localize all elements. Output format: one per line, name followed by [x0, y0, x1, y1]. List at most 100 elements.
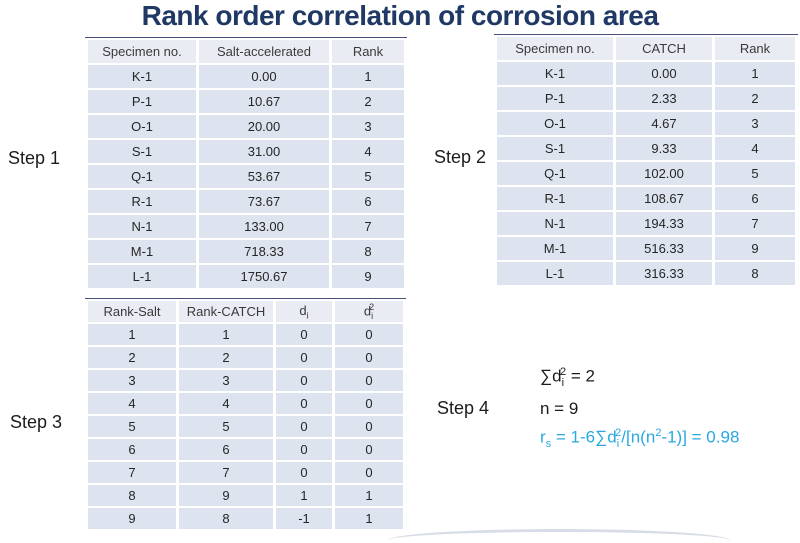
table-header-row: Rank-Salt Rank-CATCH di di2	[88, 301, 403, 322]
decorative-swoosh	[388, 529, 730, 543]
table-cell: P-1	[88, 90, 196, 113]
table-cell: 0.00	[199, 65, 329, 88]
table-cell: 102.00	[616, 162, 712, 185]
table-row: Q-1 102.00 5	[497, 162, 795, 185]
table-cell: R-1	[497, 187, 613, 210]
table-cell: 0	[276, 416, 332, 437]
table-row: K-1 0.00 1	[497, 62, 795, 85]
table-row: O-1 4.67 3	[497, 112, 795, 135]
table-cell: 8	[715, 262, 795, 285]
table-cell: 9	[88, 508, 176, 529]
table-cell: O-1	[88, 115, 196, 138]
table-cell: 4	[715, 137, 795, 160]
n-value-line: n = 9	[540, 399, 579, 419]
table-cell: 6	[88, 439, 176, 460]
column-header-rank-salt: Rank-Salt	[88, 301, 176, 322]
table-cell: 8	[88, 485, 176, 506]
table-row: O-1 20.00 3	[88, 115, 404, 138]
table-cell: 0	[276, 393, 332, 414]
table-cell: M-1	[497, 237, 613, 260]
column-header-specimen: Specimen no.	[497, 37, 613, 60]
table-cell: 718.33	[199, 240, 329, 263]
table-cell: 4.67	[616, 112, 712, 135]
table-cell: 0	[335, 462, 403, 483]
table-cell: N-1	[88, 215, 196, 238]
table-cell: Q-1	[88, 165, 196, 188]
step2-label: Step 2	[434, 147, 487, 167]
table-cell: 10.67	[199, 90, 329, 113]
table-cell: 1	[179, 324, 273, 345]
table-row: S-1 31.00 4	[88, 140, 404, 163]
table-cell: S-1	[88, 140, 196, 163]
table-cell: L-1	[497, 262, 613, 285]
table-cell: 1	[276, 485, 332, 506]
table-cell: 0	[276, 347, 332, 368]
table-cell: 9.33	[616, 137, 712, 160]
spearman-formula-line: rs = 1-6∑di2/[n(n2-1)] = 0.98	[540, 427, 740, 451]
table-cell: 2	[88, 347, 176, 368]
table-cell: 3	[88, 370, 176, 391]
table-cell: 5	[715, 162, 795, 185]
column-header-salt-accelerated: Salt-accelerated	[199, 40, 329, 63]
table-cell: N-1	[497, 212, 613, 235]
table-cell: 0	[335, 347, 403, 368]
table-row: R-1 73.67 6	[88, 190, 404, 213]
table-cell: 4	[179, 393, 273, 414]
column-header-rank: Rank	[332, 40, 404, 63]
table-cell: 0.00	[616, 62, 712, 85]
step3-label: Step 3	[10, 412, 63, 432]
table-cell: 0	[335, 393, 403, 414]
table-header-row: Specimen no. CATCH Rank	[497, 37, 795, 60]
table-cell: 2	[715, 87, 795, 110]
table-cell: 6	[332, 190, 404, 213]
table-cell: 0	[335, 439, 403, 460]
table-cell: M-1	[88, 240, 196, 263]
table-row: K-1 0.00 1	[88, 65, 404, 88]
table-row: N-1 133.00 7	[88, 215, 404, 238]
table-cell: 194.33	[616, 212, 712, 235]
sum-di-squared-line: ∑di2 = 2	[540, 366, 595, 390]
table-cell: 31.00	[199, 140, 329, 163]
table-cell: 0	[276, 462, 332, 483]
table-cell: 8	[179, 508, 273, 529]
step1-label: Step 1	[8, 148, 61, 168]
table-cell: 5	[179, 416, 273, 437]
table-cell: 0	[335, 370, 403, 391]
column-header-rank-catch: Rank-CATCH	[179, 301, 273, 322]
table-cell: 6	[715, 187, 795, 210]
table-cell: 7	[88, 462, 176, 483]
table-cell: 20.00	[199, 115, 329, 138]
table-cell: 5	[88, 416, 176, 437]
step4-formulas: ∑di2 = 2 n = 9 rs = 1-6∑di2/[n(n2-1)] = …	[540, 360, 739, 457]
table-cell: 2	[179, 347, 273, 368]
table-row: M-1 718.33 8	[88, 240, 404, 263]
table-cell: 5	[332, 165, 404, 188]
table-cell: 1	[715, 62, 795, 85]
table-row: M-1 516.33 9	[497, 237, 795, 260]
table-cell: 6	[179, 439, 273, 460]
table-cell: O-1	[497, 112, 613, 135]
table-row: Q-1 53.67 5	[88, 165, 404, 188]
step1-table: Specimen no. Salt-accelerated Rank K-1 0.…	[85, 37, 407, 290]
table-row: N-1 194.33 7	[497, 212, 795, 235]
table-cell: 53.67	[199, 165, 329, 188]
table-cell: 4	[332, 140, 404, 163]
table-cell: L-1	[88, 265, 196, 288]
table-cell: 7	[332, 215, 404, 238]
table-cell: 2	[332, 90, 404, 113]
column-header-specimen: Specimen no.	[88, 40, 196, 63]
step2-table: Specimen no. CATCH Rank K-1 0.00 1 P-1 2.33 2…	[494, 34, 798, 287]
table-cell: 0	[276, 324, 332, 345]
table-row: L-1 316.33 8	[497, 262, 795, 285]
table-cell: 108.67	[616, 187, 712, 210]
table-cell: 1	[335, 485, 403, 506]
table-cell: P-1	[497, 87, 613, 110]
